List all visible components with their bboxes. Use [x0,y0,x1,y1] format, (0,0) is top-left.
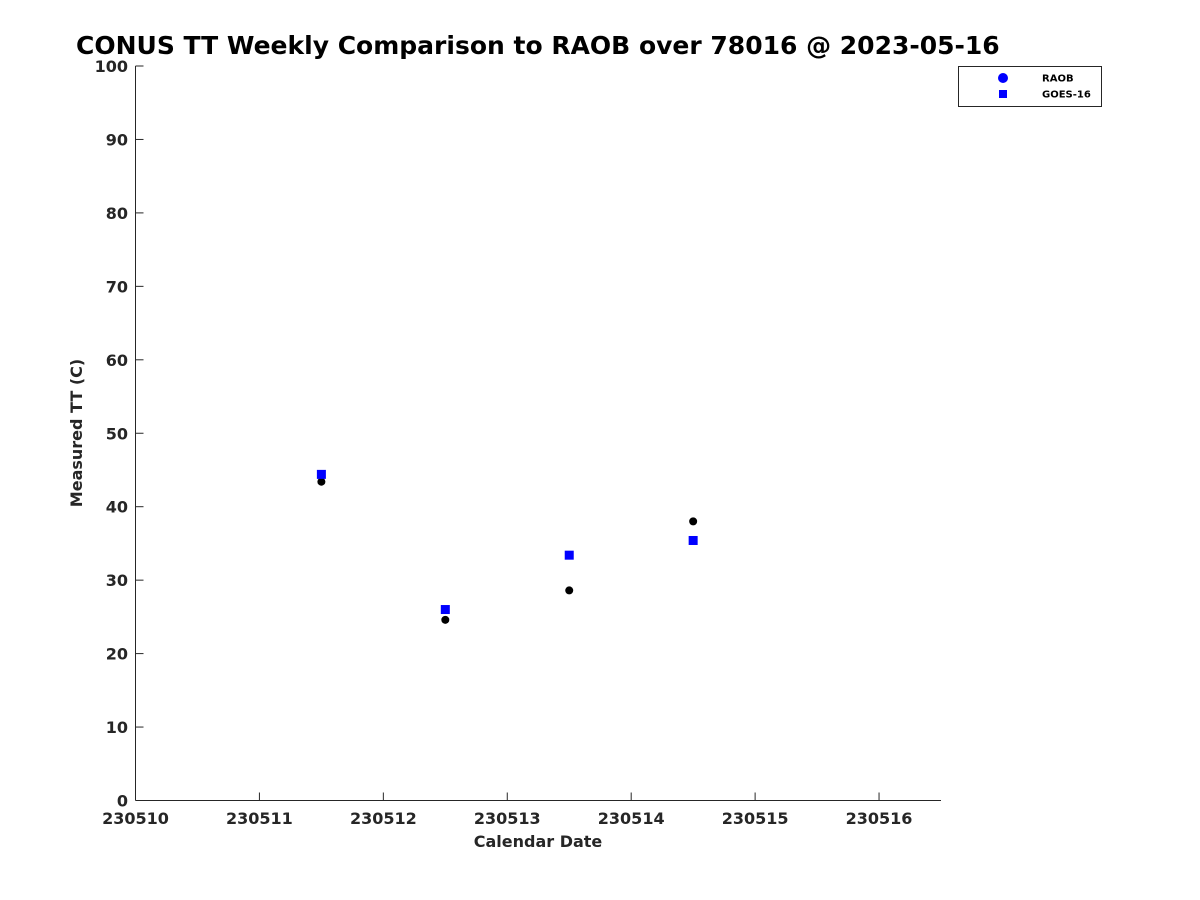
point-raob [441,615,450,624]
y-tick-label: 60 [106,351,128,370]
y-tick-label: 0 [117,792,128,811]
legend-marker-goes-16 [999,90,1007,98]
chart-title: CONUS TT Weekly Comparison to RAOB over … [76,31,1000,60]
data-points [316,469,698,624]
point-raob [565,586,574,595]
legend-box [958,66,1102,107]
y-ticks: 0 10 20 30 40 50 60 70 80 90 100 [95,57,144,811]
y-tick-label: 50 [106,424,128,443]
legend-label-raob: RAOB [1042,74,1074,85]
y-tick-label: 10 [106,718,128,737]
x-ticks: 230510 230511 230512 230513 230514 230515 2305… [102,792,913,828]
point-goes-16 [564,550,574,560]
y-axis-label: Measured TT (C) [67,359,86,507]
point-raob [689,517,698,526]
point-goes-16 [440,605,450,615]
x-tick-label: 230510 [102,809,169,828]
x-tick-label: 230511 [226,809,293,828]
y-tick-label: 40 [106,498,128,517]
x-tick-label: 230515 [722,809,789,828]
axes [135,66,941,801]
y-tick-label: 90 [106,130,128,149]
y-tick-label: 20 [106,645,128,664]
y-tick-label: 100 [95,57,128,76]
y-tick-label: 80 [106,204,128,223]
x-tick-label: 230512 [350,809,417,828]
x-tick-label: 230516 [846,809,913,828]
point-raob [317,477,326,486]
x-tick-label: 230514 [598,809,665,828]
y-tick-label: 70 [106,277,128,296]
legend-marker-raob [998,73,1008,83]
x-tick-label: 230513 [474,809,541,828]
x-axis-label: Calendar Date [474,832,603,851]
legend-label-goes-16: GOES-16 [1042,90,1091,101]
legend: RAOB GOES-16 [958,66,1102,107]
point-goes-16 [688,535,698,545]
y-tick-label: 30 [106,571,128,590]
point-goes-16 [316,469,326,479]
